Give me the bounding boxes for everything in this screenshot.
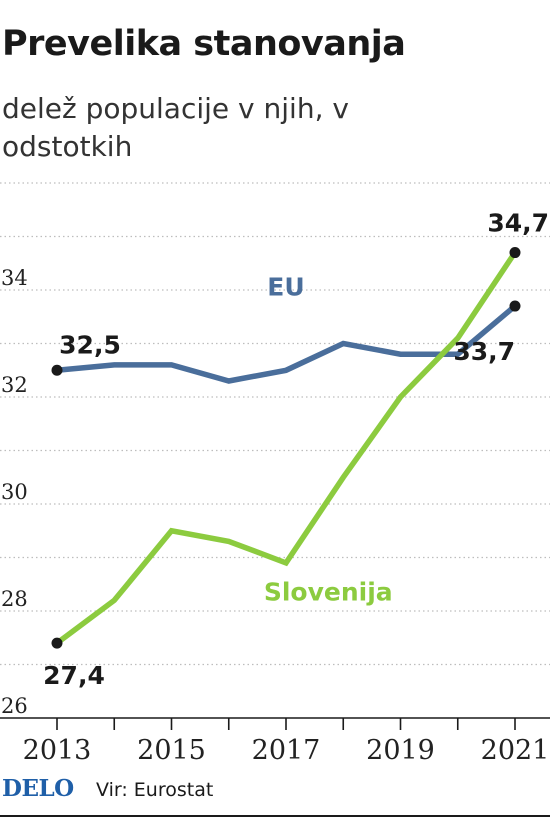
y-tick-label: 32 [1,373,28,397]
data-point-dot [51,637,63,649]
chart-subtitle: delež populacije v njih, v odstotkih [2,92,349,163]
x-tick-label: 2021 [481,735,550,766]
slovenia-line [55,250,518,646]
x-tick-label: 2013 [23,735,92,766]
slovenia-series-label: Slovenija [264,577,393,606]
source-note: Vir: Eurostat [96,779,214,801]
line-chart: 2013 2015 2017 2019 2021 26 28 30 32 34 EU Slovenij… [0,182,550,766]
chart-title: Prevelika stanovanja [2,24,406,64]
eu-series-label: EU [267,272,304,301]
data-label: 32,5 [59,330,121,359]
y-tick-label: 28 [1,587,28,611]
y-tick-label: 26 [1,694,28,718]
data-label: 27,4 [43,661,105,690]
data-label: 34,7 [487,209,549,238]
x-tick-label: 2019 [366,735,435,766]
y-tick-label: 30 [1,480,28,504]
x-tick-label: 2015 [137,735,206,766]
delo-logo: DELO [2,775,74,802]
data-point-dot [509,247,521,259]
data-point-dot [509,300,521,312]
x-tick-label: 2017 [252,735,321,766]
data-point-dot [51,364,63,376]
footer-divider [0,815,550,817]
footer: DELO Vir: Eurostat [0,773,550,821]
y-tick-label: 34 [1,266,28,290]
data-label: 33,7 [453,337,515,366]
